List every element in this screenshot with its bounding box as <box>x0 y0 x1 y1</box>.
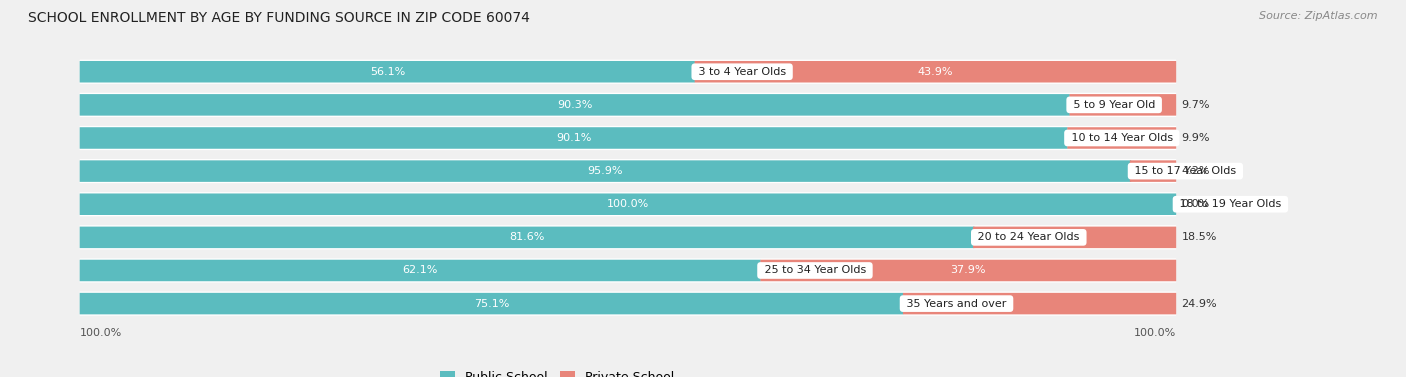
Text: 25 to 34 Year Olds: 25 to 34 Year Olds <box>761 265 869 276</box>
Text: 4.2%: 4.2% <box>1181 166 1211 176</box>
Text: 75.1%: 75.1% <box>474 299 509 309</box>
Text: 90.1%: 90.1% <box>555 133 592 143</box>
FancyBboxPatch shape <box>761 260 1177 281</box>
Text: 24.9%: 24.9% <box>1181 299 1218 309</box>
FancyBboxPatch shape <box>80 192 1177 216</box>
Text: 100.0%: 100.0% <box>80 328 122 339</box>
Text: 0.0%: 0.0% <box>1181 199 1209 209</box>
FancyBboxPatch shape <box>80 127 1067 149</box>
Text: 20 to 24 Year Olds: 20 to 24 Year Olds <box>974 232 1083 242</box>
FancyBboxPatch shape <box>80 225 1177 250</box>
Text: 100.0%: 100.0% <box>607 199 650 209</box>
FancyBboxPatch shape <box>1067 127 1177 149</box>
Text: 43.9%: 43.9% <box>918 67 953 77</box>
FancyBboxPatch shape <box>80 94 1070 116</box>
FancyBboxPatch shape <box>80 60 1177 84</box>
FancyBboxPatch shape <box>80 93 1177 117</box>
Text: 3 to 4 Year Olds: 3 to 4 Year Olds <box>695 67 789 77</box>
FancyBboxPatch shape <box>903 293 1177 314</box>
Text: 56.1%: 56.1% <box>370 67 405 77</box>
FancyBboxPatch shape <box>80 61 695 83</box>
Text: 90.3%: 90.3% <box>557 100 592 110</box>
Text: SCHOOL ENROLLMENT BY AGE BY FUNDING SOURCE IN ZIP CODE 60074: SCHOOL ENROLLMENT BY AGE BY FUNDING SOUR… <box>28 11 530 25</box>
FancyBboxPatch shape <box>973 227 1177 248</box>
FancyBboxPatch shape <box>80 258 1177 283</box>
FancyBboxPatch shape <box>80 293 903 314</box>
FancyBboxPatch shape <box>80 126 1177 150</box>
Text: 15 to 17 Year Olds: 15 to 17 Year Olds <box>1130 166 1240 176</box>
FancyBboxPatch shape <box>80 227 974 248</box>
Text: Source: ZipAtlas.com: Source: ZipAtlas.com <box>1260 11 1378 21</box>
FancyBboxPatch shape <box>80 159 1177 183</box>
FancyBboxPatch shape <box>1070 94 1177 116</box>
FancyBboxPatch shape <box>80 291 1177 316</box>
Text: 37.9%: 37.9% <box>950 265 986 276</box>
Legend: Public School, Private School: Public School, Private School <box>434 366 679 377</box>
Text: 5 to 9 Year Old: 5 to 9 Year Old <box>1070 100 1159 110</box>
FancyBboxPatch shape <box>80 193 1177 215</box>
Text: 18 to 19 Year Olds: 18 to 19 Year Olds <box>1175 199 1285 209</box>
FancyBboxPatch shape <box>695 61 1177 83</box>
FancyBboxPatch shape <box>80 260 761 281</box>
Text: 95.9%: 95.9% <box>588 166 623 176</box>
FancyBboxPatch shape <box>80 160 1132 182</box>
Text: 81.6%: 81.6% <box>509 232 544 242</box>
Text: 35 Years and over: 35 Years and over <box>903 299 1010 309</box>
Text: 9.9%: 9.9% <box>1181 133 1211 143</box>
FancyBboxPatch shape <box>1130 160 1177 182</box>
Text: 62.1%: 62.1% <box>402 265 437 276</box>
Text: 9.7%: 9.7% <box>1181 100 1211 110</box>
Text: 10 to 14 Year Olds: 10 to 14 Year Olds <box>1067 133 1177 143</box>
Text: 18.5%: 18.5% <box>1181 232 1216 242</box>
Text: 100.0%: 100.0% <box>1133 328 1175 339</box>
